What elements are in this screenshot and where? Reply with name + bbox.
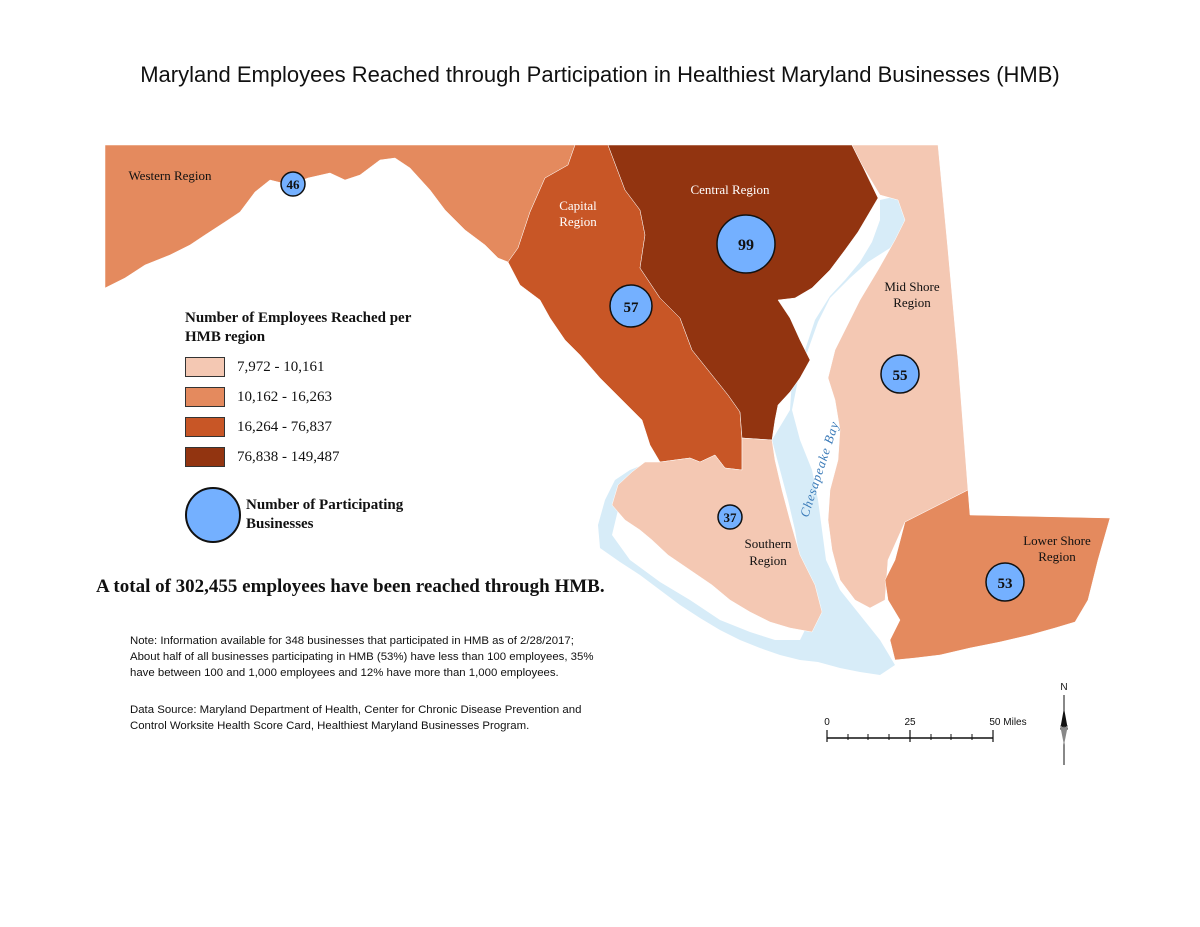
source-line-2: Control Worksite Health Score Card, Heal…	[130, 720, 530, 732]
source-line-1: Data Source: Maryland Department of Heal…	[130, 704, 582, 716]
scale-tick-25: 25	[904, 717, 916, 728]
capital-bubble	[609, 284, 653, 328]
lower-shore-region-label-line2: Region	[1038, 549, 1076, 564]
scale-tick-50: 50 Miles	[989, 717, 1026, 728]
western-bubble-value: 46	[287, 177, 301, 192]
lower-shore-bubble	[985, 562, 1025, 602]
mid-shore-region-label-line2: Region	[893, 295, 931, 310]
scale-bar: 0 25 50 Miles	[824, 717, 1027, 742]
western-region-label: Western Region	[128, 168, 212, 183]
legend-label-class3: 16,264 - 76,837	[237, 418, 332, 435]
southern-bubble	[717, 504, 743, 530]
north-arrow-icon: N	[1060, 682, 1068, 765]
legend-bubble-icon	[185, 487, 241, 543]
legend-label-class4: 76,838 - 149,487	[237, 448, 340, 465]
western-region[interactable]	[104, 144, 576, 289]
legend-title: Number of Employees Reached per HMB regi…	[185, 310, 412, 345]
map-title: Maryland Employees Reached through Parti…	[140, 62, 1060, 87]
capital-bubble-value: 57	[624, 300, 640, 316]
legend-swatch-class2	[185, 387, 225, 407]
legend-label-class1: 7,972 - 10,161	[237, 358, 325, 375]
legend-label-class2: 10,162 - 16,263	[237, 388, 332, 405]
legend-row-class4: 76,838 - 149,487	[185, 447, 446, 467]
central-bubble-value: 99	[738, 237, 754, 254]
mid-shore-bubble-value: 55	[893, 368, 908, 384]
legend-row-class1: 7,972 - 10,161	[185, 357, 446, 377]
mid-shore-region-label-line1: Mid Shore	[884, 279, 939, 294]
central-region-label: Central Region	[690, 182, 770, 197]
southern-bubble-value: 37	[724, 510, 738, 525]
mid-shore-bubble	[880, 354, 920, 394]
legend-swatch-class1	[185, 357, 225, 377]
map-legend: Number of Employees Reached per HMB regi…	[185, 309, 446, 543]
legend-bubble: Number of Participating Businesses	[185, 487, 446, 543]
southern-region[interactable]	[611, 437, 823, 633]
legend-swatch-class4	[185, 447, 225, 467]
note-text: Note: Information available for 348 busi…	[130, 633, 670, 681]
scale-tick-0: 0	[824, 717, 830, 728]
legend-swatch-class3	[185, 417, 225, 437]
legend-row-class3: 16,264 - 76,837	[185, 417, 446, 437]
lower-shore-region-label-line1: Lower Shore	[1023, 533, 1091, 548]
note-line-1: Note: Information available for 348 busi…	[130, 635, 574, 647]
legend-bubble-label: Number of Participating Businesses	[246, 497, 404, 532]
lower-shore-bubble-value: 53	[998, 576, 1013, 592]
capital-region-label-line2: Region	[559, 214, 597, 229]
north-label: N	[1060, 682, 1067, 693]
data-source-text: Data Source: Maryland Department of Heal…	[130, 702, 670, 734]
note-line-2: About half of all businesses participati…	[130, 651, 594, 663]
capital-region-label-line1: Capital	[559, 198, 597, 213]
western-bubble	[280, 171, 306, 197]
total-employees-text: A total of 302,455 employees have been r…	[96, 576, 605, 597]
central-region[interactable]	[607, 144, 879, 441]
central-bubble	[716, 214, 776, 274]
southern-region-label-line1: Southern	[745, 536, 792, 551]
chesapeake-bay-water	[598, 195, 912, 675]
note-line-3: have between 100 and 1,000 employees and…	[130, 667, 559, 679]
southern-region-label-line2: Region	[749, 553, 787, 568]
legend-row-class2: 10,162 - 16,263	[185, 387, 446, 407]
